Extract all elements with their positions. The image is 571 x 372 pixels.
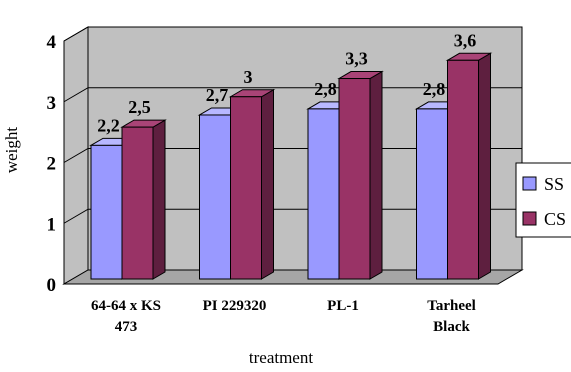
legend: SS CS	[515, 162, 571, 238]
y-tick-label: 2	[47, 154, 57, 175]
y-tick-label: 3	[47, 93, 57, 114]
bar-cs	[228, 88, 276, 280]
bar-cs	[445, 52, 493, 280]
bar-cs	[337, 70, 384, 280]
x-axis-title: treatment	[249, 348, 313, 367]
legend-label-ss: SS	[544, 174, 564, 194]
x-axis-category-labels: 64-64 x KS 473 PI 229320 PL-1 Tarheel Black	[91, 298, 476, 335]
bars	[89, 52, 493, 280]
x-category-label: PL-1	[327, 298, 359, 314]
legend-label-cs: CS	[544, 209, 566, 229]
data-label: 2,5	[128, 97, 151, 117]
x-category-label: 64-64 x KS 473	[91, 298, 161, 335]
y-axis-ticks: 0 1 2 3 4	[47, 32, 57, 296]
y-axis-title: weight	[2, 127, 21, 174]
data-label: 2,2	[97, 115, 120, 135]
data-label: 2,8	[423, 79, 446, 99]
data-labels: 2,2 2,5 2,7 3 2,8 3,3 2,8 3,6	[97, 30, 476, 135]
data-label: 3,6	[454, 30, 477, 50]
data-label: 2,8	[314, 79, 337, 99]
y-tick-label: 0	[47, 275, 57, 296]
y-tick-label: 1	[47, 214, 57, 235]
y-tick-label: 4	[47, 32, 57, 53]
x-category-label: Tarheel Black	[427, 298, 476, 335]
data-label: 3	[244, 67, 253, 87]
legend-swatch-cs	[522, 211, 537, 226]
bar-cs	[120, 119, 167, 280]
chart-floor	[62, 269, 524, 285]
data-label: 2,7	[206, 85, 229, 105]
x-category-label: PI 229320	[203, 298, 267, 314]
gridline	[63, 26, 522, 42]
data-label: 3,3	[345, 49, 368, 69]
legend-swatch-ss	[522, 176, 537, 191]
